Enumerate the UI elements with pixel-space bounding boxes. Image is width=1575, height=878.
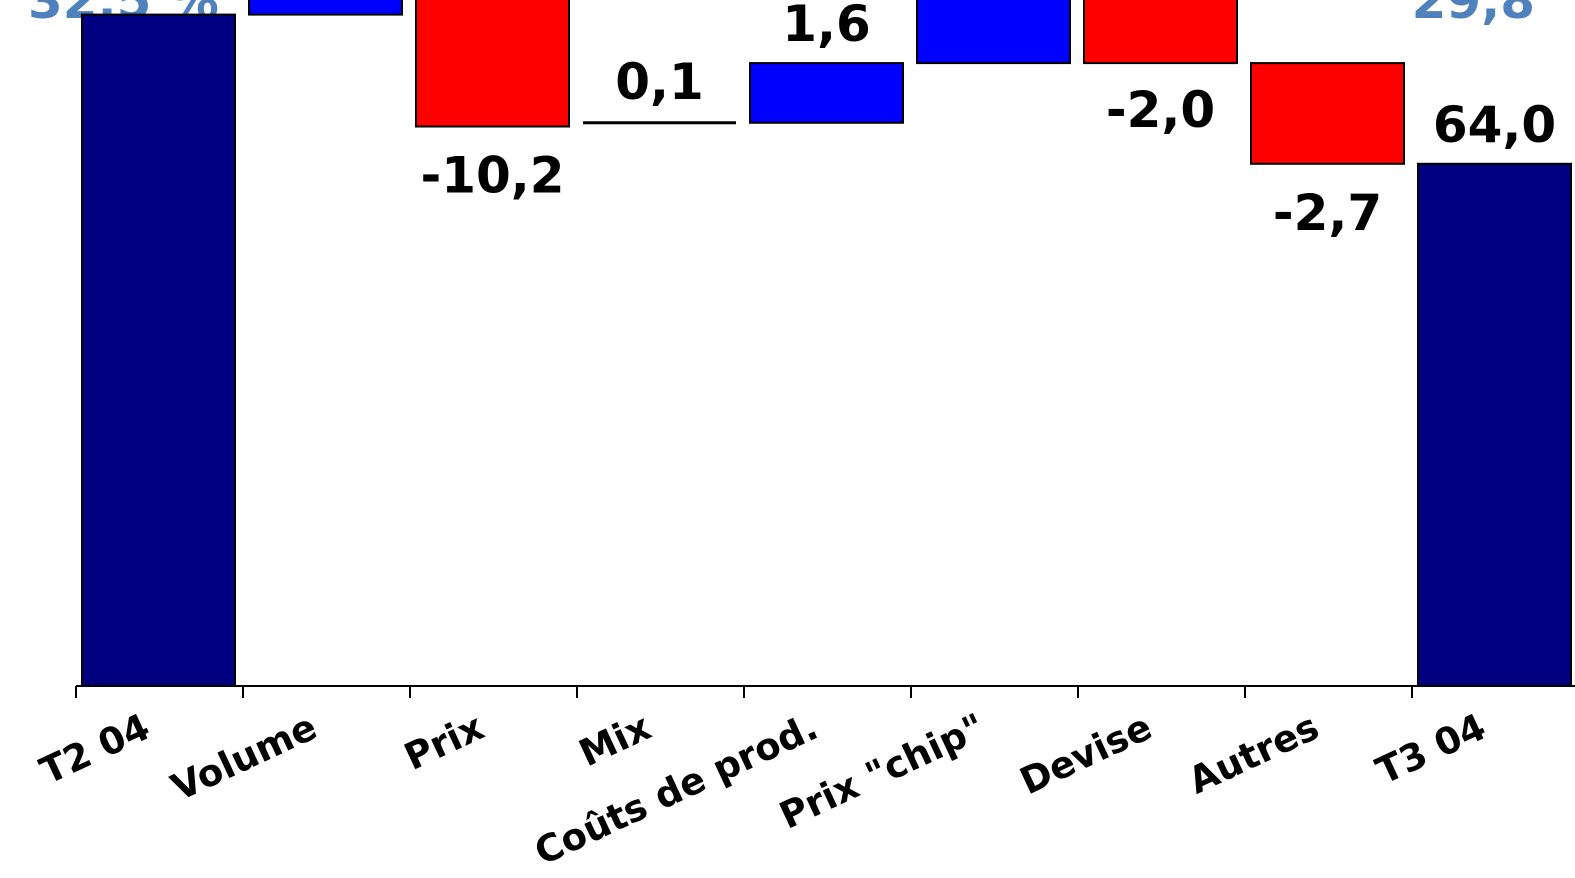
bar-1: [248, 0, 403, 16]
value-label-8: 64,0: [1433, 96, 1556, 154]
value-label-4: 1,6: [782, 0, 871, 53]
top-right-value: 29,8: [1411, 0, 1535, 30]
category-label-7: Autres: [1182, 705, 1325, 802]
x-axis: [75, 685, 1575, 698]
bars-group: [81, 0, 1572, 688]
value-label-7: -2,7: [1273, 184, 1382, 242]
category-label-8: T3 04: [1370, 705, 1493, 793]
category-label-0: T2 04: [34, 705, 157, 793]
category-label-1: Volume: [165, 705, 323, 809]
value-label-6: -2,0: [1106, 81, 1215, 139]
bar-0: [81, 13, 236, 688]
bar-4: [749, 62, 904, 124]
value-label-0: 68,0: [97, 0, 220, 5]
bar-5: [916, 0, 1071, 65]
bar-8: [1417, 162, 1572, 688]
category-label-6: Devise: [1013, 705, 1158, 803]
bar-7: [1250, 62, 1405, 165]
value-label-3: 0,1: [615, 53, 704, 111]
bar-2: [415, 0, 570, 128]
category-label-3: Mix: [573, 705, 658, 775]
bar-6: [1083, 0, 1238, 65]
category-label-2: Prix: [398, 705, 491, 779]
value-label-2: -10,2: [420, 147, 564, 205]
value-labels-group: 68,07,2-10,20,11,62,0-2,0-2,764,0: [97, 0, 1556, 242]
category-label-4: Coûts de prod.: [528, 705, 824, 874]
